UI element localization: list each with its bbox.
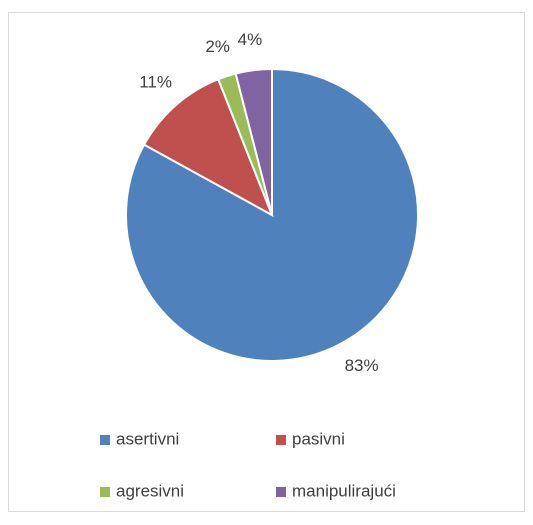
data-label: 4% (238, 30, 263, 49)
legend-label: agresivni (116, 481, 184, 500)
data-label: 83% (345, 356, 379, 375)
legend-swatch (276, 487, 286, 497)
legend-label: pasivni (292, 429, 345, 448)
data-label: 2% (205, 37, 230, 56)
data-label: 11% (139, 72, 172, 91)
pie-slice (142, 77, 274, 218)
legend-swatch (100, 487, 110, 497)
legend-swatch (276, 435, 286, 445)
pie-slice (234, 67, 273, 216)
legend-label: asertivni (116, 429, 179, 448)
legend-swatch (100, 435, 110, 445)
legend-label: manipulirajući (292, 481, 396, 500)
